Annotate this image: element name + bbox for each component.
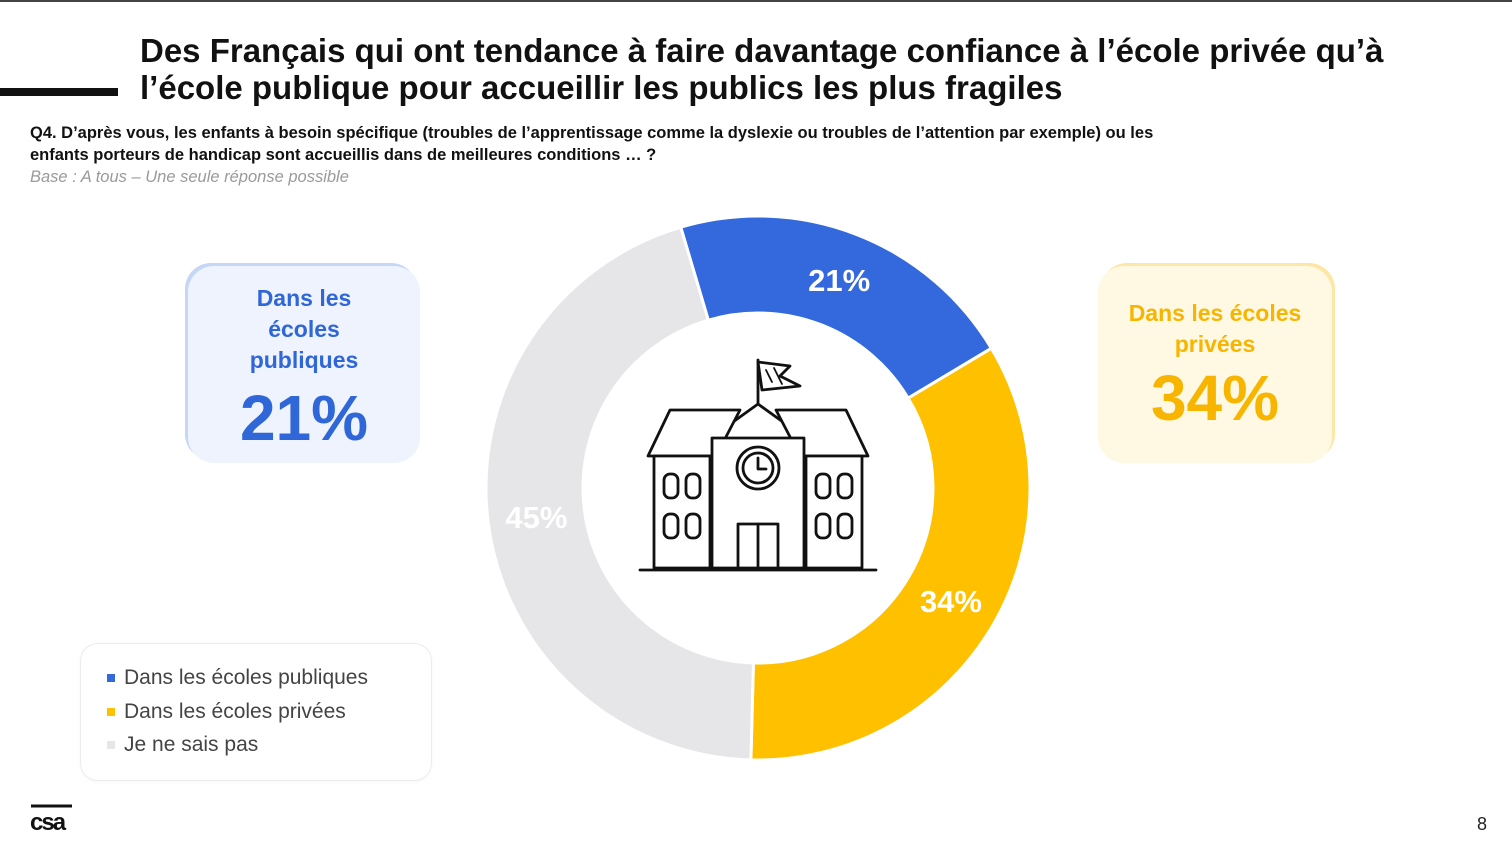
private-card-value: 34% [1150, 362, 1280, 434]
legend-label-unknown: Je ne sais pas [124, 733, 259, 756]
slice-unknown [484, 225, 755, 762]
question-text: Q4. D’après vous, les enfants à besoin s… [30, 124, 1154, 164]
logo-text: csa [30, 809, 67, 834]
legend-item-private: Dans les écoles privées [107, 700, 346, 724]
label-unknown: 45% [505, 500, 567, 535]
school-building-icon [638, 358, 878, 572]
private-school-card: Dans les écoles privées 34% [1098, 266, 1332, 463]
legend-swatch-unknown [107, 741, 115, 749]
legend-item-public: Dans les écoles publiques [107, 666, 368, 690]
top-rule [0, 0, 1512, 2]
legend-label-public: Dans les écoles publiques [124, 666, 368, 689]
public-card-label: Dans les écoles publiques [249, 285, 359, 373]
legend-swatch-public [107, 674, 115, 682]
private-card-label: Dans les écoles privées [1128, 300, 1302, 357]
label-private: 34% [920, 584, 982, 619]
legend-item-unknown: Je ne sais pas [107, 733, 258, 757]
public-card-value: 21% [239, 382, 369, 454]
slice-public [678, 214, 994, 401]
label-public: 21% [808, 263, 870, 298]
csa-logo: csa [30, 804, 72, 834]
public-school-card: Dans les écoles publiques 21% [188, 266, 420, 463]
base-note: Base : A tous – Une seule réponse possib… [30, 168, 349, 186]
slice-private [749, 346, 1032, 762]
page-title: Des Français qui ont tendance à faire da… [140, 32, 1384, 106]
donut-data-labels: 21% 34% 45% [505, 263, 982, 619]
page-number: 8 [1477, 814, 1488, 834]
donut-slices [484, 214, 1032, 762]
legend-swatch-private [107, 708, 115, 716]
legend-label-private: Dans les écoles privées [124, 700, 346, 723]
title-accent-bar [0, 88, 118, 96]
chart-legend: Dans les écoles publiques Dans les école… [80, 643, 432, 781]
